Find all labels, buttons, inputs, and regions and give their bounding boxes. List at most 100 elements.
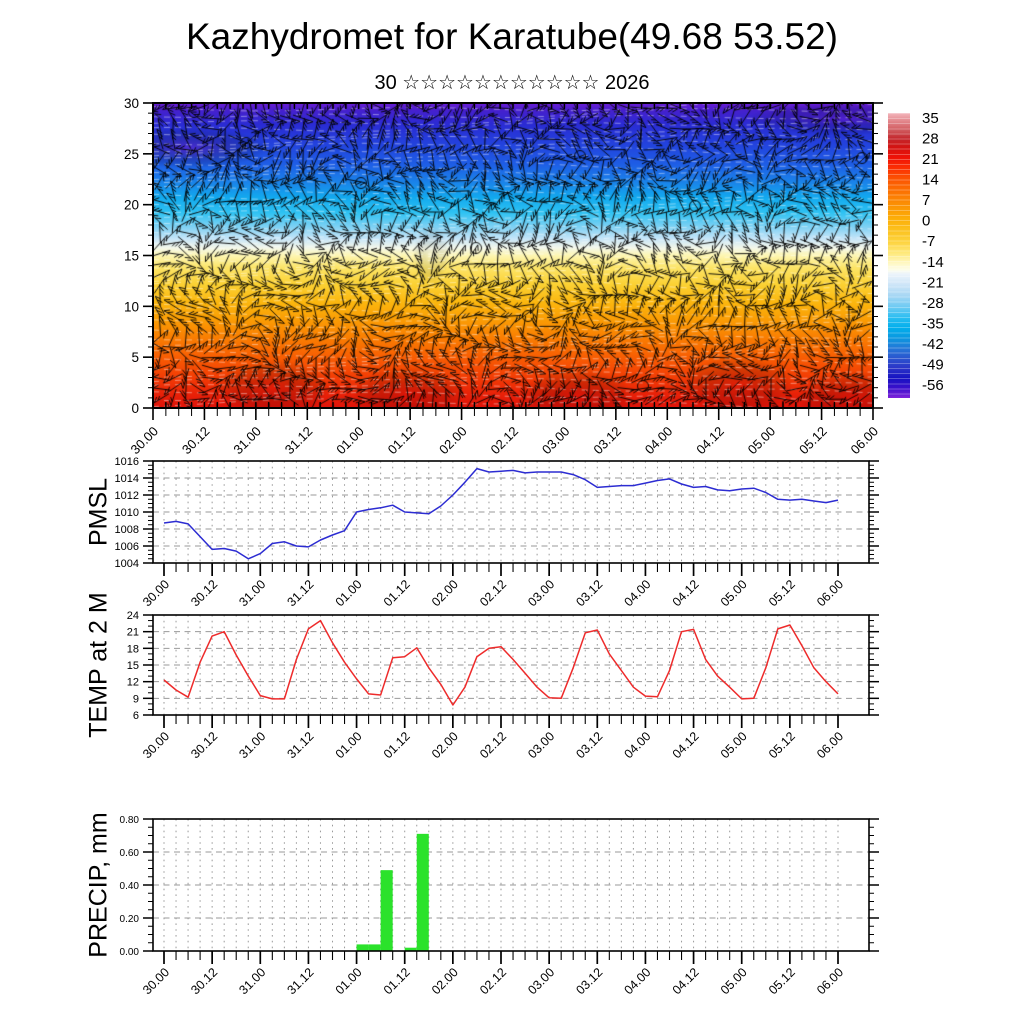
precip-bar (404, 947, 417, 951)
time-x-tick-label: 06.00 (848, 424, 882, 458)
time-x-tick-label: 01.12 (381, 577, 413, 609)
y-tick-label: 0.80 (120, 815, 140, 826)
height-y-tick-label: 5 (131, 350, 139, 365)
colorbar-tick-label: 35 (922, 110, 939, 127)
panel-frame (152, 614, 870, 716)
height-y-tick-label: 0 (131, 401, 139, 416)
time-x-tick-label: 31.12 (282, 424, 316, 458)
time-x-tick-label: 03.12 (590, 424, 624, 458)
time-x-tick-label: 02.00 (429, 965, 461, 997)
time-x-tick-label: 05.12 (766, 577, 798, 609)
time-x-tick-label: 05.12 (766, 965, 798, 997)
colorbar-tick-label: -21 (922, 274, 944, 291)
time-x-tick-label: 01.12 (381, 965, 413, 997)
time-x-tick-label: 01.12 (385, 424, 419, 458)
time-x-tick-label: 04.12 (693, 424, 727, 458)
subtitle-date: 30 ☆☆☆☆☆☆☆☆☆☆☆ 2026 (374, 72, 650, 94)
precip-bar (368, 944, 381, 951)
panel-frame (152, 460, 870, 564)
time-x-tick-label: 30.12 (188, 577, 220, 609)
y-tick-label: 1008 (115, 524, 139, 536)
time-x-tick-label: 01.00 (333, 424, 367, 458)
precip-bar (356, 944, 369, 951)
height-y-tick-label: 30 (124, 96, 139, 111)
time-x-tick-label: 04.12 (670, 729, 702, 761)
time-x-tick-label: 31.00 (230, 424, 264, 458)
colorbar-tick-label: 21 (922, 151, 939, 168)
colorbar-tick-label: -14 (922, 254, 944, 271)
time-x-tick-label: 01.00 (333, 729, 365, 761)
colorbar-tick-label: 0 (922, 213, 930, 230)
time-x-tick-label: 03.00 (525, 965, 557, 997)
time-x-tick-label: 31.00 (236, 577, 268, 609)
pmsl-axis-title: PMSL (84, 477, 113, 547)
y-tick-label: 6 (133, 710, 139, 722)
time-x-tick-label: 30.12 (188, 729, 220, 761)
y-tick-label: 21 (127, 627, 139, 639)
time-x-tick-label: 06.00 (814, 729, 846, 761)
time-x-tick-label: 31.00 (236, 965, 268, 997)
temperature-heatmap-panel (153, 103, 873, 408)
time-x-tick-label: 31.12 (285, 729, 317, 761)
wind-barbs-canvas (153, 103, 873, 408)
colorbar-tick-label: 7 (922, 192, 930, 209)
y-tick-label: 24 (127, 610, 139, 622)
colorbar-tick-label: -7 (922, 233, 935, 250)
colorbar-tick-label: -49 (922, 356, 944, 373)
time-x-tick-label: 31.00 (236, 729, 268, 761)
time-x-tick-label: 01.00 (333, 577, 365, 609)
colorbar-tick-label: 14 (922, 172, 939, 189)
pmsl-line (163, 467, 839, 560)
y-tick-label: 0.00 (120, 947, 140, 958)
temperature-colorbar (888, 113, 910, 398)
colorbar-tick-label: -28 (922, 295, 944, 312)
time-x-tick-label: 06.00 (814, 577, 846, 609)
time-x-tick-label: 30.00 (140, 729, 172, 761)
temp-axis-title: TEMP at 2 M (84, 592, 113, 738)
time-x-tick-label: 03.00 (525, 577, 557, 609)
y-tick-label: 1014 (115, 473, 139, 485)
time-x-tick-label: 04.00 (622, 577, 654, 609)
time-x-tick-label: 02.00 (429, 729, 461, 761)
time-x-tick-label: 03.12 (573, 965, 605, 997)
time-x-tick-label: 01.12 (381, 729, 413, 761)
y-tick-label: 1012 (115, 490, 139, 502)
height-y-tick-label: 10 (124, 299, 139, 314)
time-x-tick-label: 05.12 (766, 729, 798, 761)
time-x-tick-label: 03.12 (573, 577, 605, 609)
y-tick-label: 15 (127, 660, 139, 672)
time-x-tick-label: 04.00 (642, 424, 676, 458)
height-y-tick-label: 15 (124, 249, 139, 264)
y-tick-label: 9 (133, 693, 139, 705)
time-x-tick-label: 02.00 (429, 577, 461, 609)
time-x-tick-label: 05.00 (718, 577, 750, 609)
precip-bar (416, 833, 429, 951)
y-tick-label: 0.20 (120, 914, 140, 925)
y-tick-label: 1004 (115, 558, 139, 570)
time-x-tick-label: 02.12 (488, 424, 522, 458)
time-x-tick-label: 30.00 (140, 965, 172, 997)
time-x-tick-label: 02.00 (436, 424, 470, 458)
page-title: Kazhydromet for Karatube(49.68 53.52) (186, 16, 838, 57)
time-x-tick-label: 05.00 (718, 965, 750, 997)
time-x-tick-label: 05.12 (796, 424, 830, 458)
time-x-tick-label: 30.00 (128, 424, 162, 458)
time-x-tick-label: 03.00 (539, 424, 573, 458)
panel-frame (152, 818, 870, 952)
y-tick-label: 12 (127, 677, 139, 689)
temp-at-2-m-line (163, 619, 839, 706)
time-x-tick-label: 04.12 (670, 577, 702, 609)
time-x-tick-label: 02.12 (477, 729, 509, 761)
time-x-tick-label: 01.00 (333, 965, 365, 997)
colorbar-tick-label: 28 (922, 131, 939, 148)
colorbar-tick-label: -42 (922, 336, 944, 353)
time-x-tick-label: 31.12 (285, 577, 317, 609)
time-x-tick-label: 05.00 (718, 729, 750, 761)
height-y-tick-label: 20 (124, 198, 139, 213)
y-tick-label: 1016 (115, 456, 139, 468)
y-tick-label: 1006 (115, 541, 139, 553)
time-x-tick-label: 04.12 (670, 965, 702, 997)
time-x-tick-label: 31.12 (285, 965, 317, 997)
y-tick-label: 0.60 (120, 848, 140, 859)
y-tick-label: 0.40 (120, 881, 140, 892)
